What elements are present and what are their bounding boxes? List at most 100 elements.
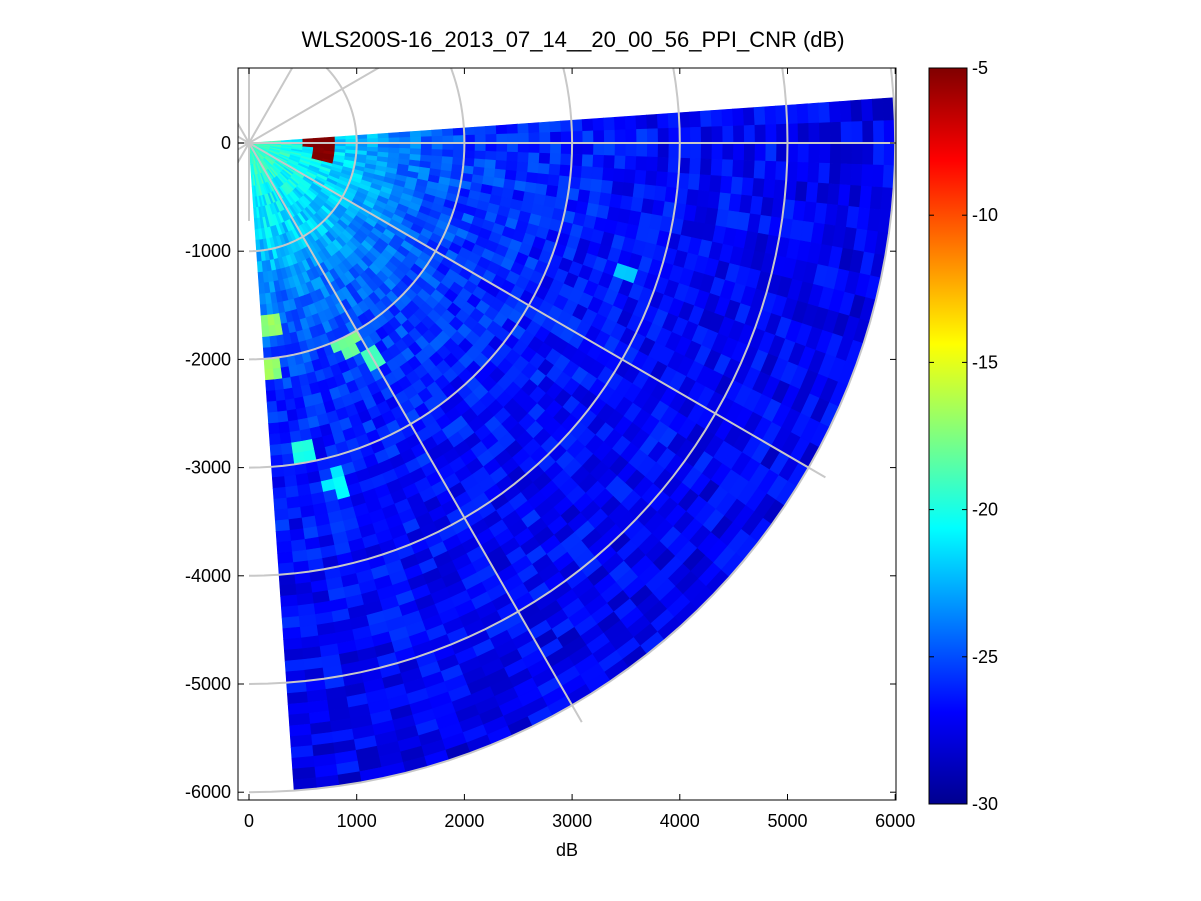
ppi-cell-1531 [614, 129, 627, 144]
ppi-cell-2298 [796, 161, 810, 183]
ppi-cell-1350 [570, 119, 583, 132]
ppi-cell-901 [463, 134, 476, 144]
ppi-cell-450 [356, 134, 368, 140]
ppi-cell-2160 [764, 105, 777, 126]
ppi-cell-1170 [528, 122, 540, 134]
ppi-cell-947 [474, 142, 487, 152]
ppi-cell-1715 [653, 185, 668, 203]
y-tick-label-1: -1000 [185, 241, 231, 261]
ppi-cell-1125 [517, 123, 530, 134]
ppi-cell-1036 [496, 133, 508, 144]
ppi-cell-2521 [851, 121, 864, 144]
ppi-cell-944 [263, 357, 273, 370]
azimuth-line-4 [248, 142, 826, 479]
ppi-cell-2161 [765, 124, 778, 144]
y-tick-label-3: -3000 [185, 458, 231, 478]
ppi-cell-1259 [268, 433, 281, 446]
ppi-cell-1534 [612, 168, 626, 183]
ppi-cell-1173 [528, 152, 540, 164]
ppi-cell-494 [256, 250, 262, 263]
ppi-cell-2029 [730, 176, 744, 196]
ppi-cell-992 [485, 142, 498, 153]
ppi-cell-1489 [602, 167, 615, 182]
ppi-cell-2207 [776, 142, 788, 163]
ppi-cell-766 [431, 135, 444, 144]
ppi-cell-1848 [689, 158, 702, 176]
colorbar-gradient [928, 67, 968, 805]
axes-frame [237, 67, 897, 801]
ppi-cell-2114 [283, 637, 303, 651]
ppi-cell-2434 [827, 183, 841, 206]
ppi-cell-1128 [517, 152, 530, 163]
ppi-cell-1981 [722, 125, 734, 144]
ppi-cell-1127 [517, 142, 530, 154]
colorbar-tick-label-2: -15 [972, 352, 998, 372]
y-tick-label-6: -6000 [185, 782, 231, 802]
x-axis-ticks: 0 1000 2000 3000 4000 5000 6000 [244, 68, 915, 831]
ppi-cell-2070 [742, 107, 756, 126]
ppi-cell-2251 [786, 123, 799, 144]
ppi-cell-2343 [807, 162, 820, 184]
ppi-cell-2566 [862, 120, 874, 144]
plot-area [237, 67, 897, 801]
ppi-cell-719 [259, 304, 268, 317]
ppi-cell-2297 [797, 142, 810, 163]
ppi-cell-1082 [507, 142, 519, 153]
ppi-cell-809 [261, 325, 270, 338]
y-tick-label-0: 0 [221, 133, 231, 153]
y-axis-ticks: 0 -1000 -2000 -3000 -4000 -5000 -6000 [185, 133, 896, 802]
ppi-cell-1308 [560, 153, 573, 166]
ppi-cell-2119 [752, 178, 766, 198]
ppi-cell-857 [453, 142, 465, 151]
ppi-cell-1714 [655, 171, 669, 188]
ppi-cell-2568 [861, 164, 874, 188]
ppi-cell-812 [442, 142, 454, 151]
ppi-cell-674 [259, 293, 267, 306]
ppi-cell-1212 [287, 419, 300, 433]
ppi-cell-723 [420, 148, 433, 157]
ppi-cell-1893 [699, 158, 713, 176]
ppi-cell-2118 [753, 160, 766, 180]
ppi-cell-1438 [283, 474, 298, 488]
ppi-cell-1218 [538, 152, 551, 165]
ppi-cell-1352 [571, 142, 584, 156]
ppi-cell-2159 [283, 648, 304, 662]
ppi-cell-1845 [689, 110, 702, 128]
ppi-cell-2430 [828, 101, 842, 123]
ppi-cell-2520 [850, 99, 863, 123]
ppi-cell-1892 [700, 142, 713, 160]
ppi-cell-1619 [274, 519, 290, 532]
ppi-cell-1399 [580, 166, 594, 180]
ppi-cell-1079 [265, 390, 277, 403]
ppi-cell-1894 [698, 174, 712, 192]
ppi-cell-988 [272, 367, 283, 381]
ppi-cell-1353 [570, 154, 583, 167]
ppi-cell-993 [485, 150, 497, 161]
ppi-cell-1623 [635, 156, 648, 172]
ppi-cell-1934 [280, 594, 298, 608]
ppi-cell-2163 [764, 160, 777, 181]
ppi-cell-585 [388, 132, 401, 139]
ppi-cell-2567 [862, 142, 874, 166]
ppi-cell-1080 [506, 123, 519, 135]
ppi-cell-1578 [624, 155, 637, 171]
ppi-cell-1130 [515, 170, 528, 183]
ppi-cell-2069 [282, 626, 302, 640]
ppi-cell-1490 [600, 179, 614, 195]
ppi-cell-1573 [286, 506, 302, 520]
azimuth-line-5 [248, 142, 583, 723]
ppi-cell-1712 [657, 142, 670, 159]
ppi-cell-991 [485, 133, 498, 144]
ppi-cell-2656 [883, 120, 896, 144]
ppi-cell-1533 [613, 155, 627, 170]
ppi-cell-1084 [505, 160, 518, 172]
x-tick-label-3: 3000 [552, 811, 592, 831]
ppi-cell-810 [442, 128, 454, 137]
ppi-cell-2565 [861, 98, 874, 122]
ppi-cell-1801 [679, 127, 691, 144]
ppi-cell-1529 [273, 497, 288, 511]
ppi-cell-1488 [603, 155, 616, 169]
ppi-cell-2431 [829, 121, 842, 144]
ppi-cell-1260 [549, 120, 562, 133]
ppi-cell-2115 [753, 106, 766, 126]
